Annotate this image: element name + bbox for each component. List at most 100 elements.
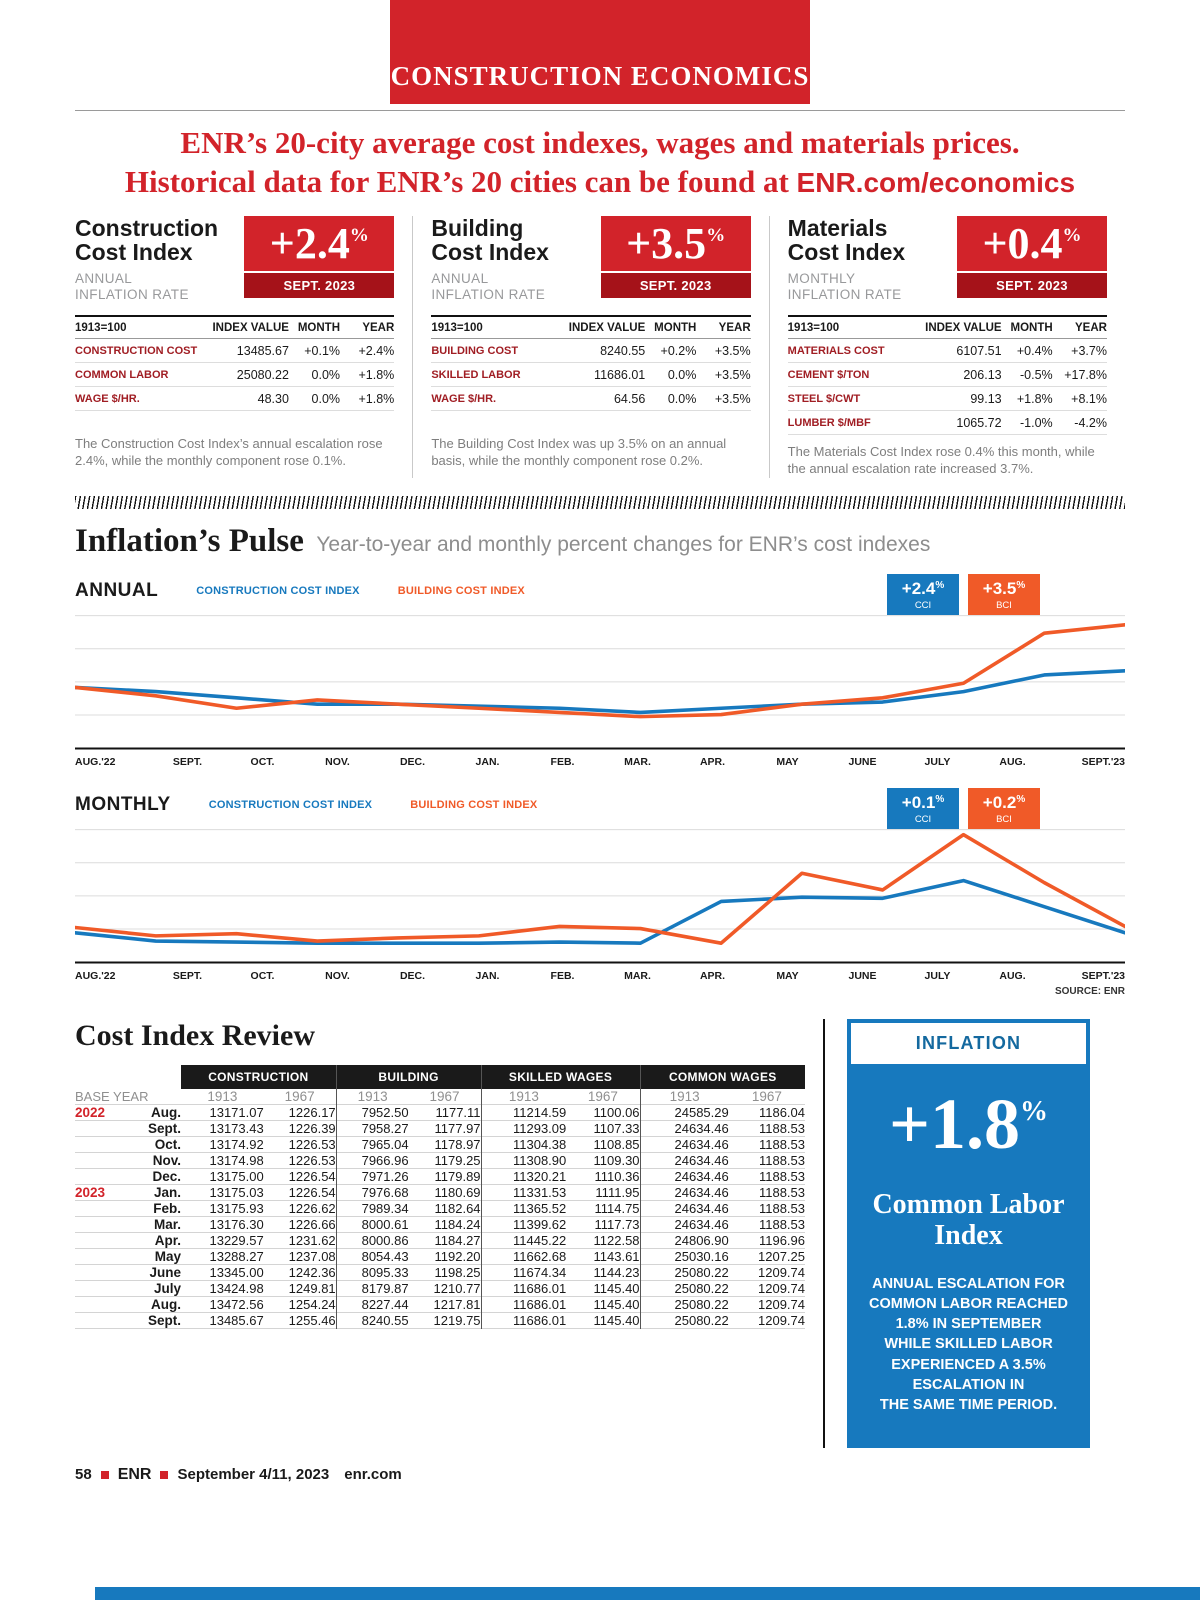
index-table-row: CEMENT $/TON 206.13 -0.5% +17.8% (787, 363, 1107, 387)
bci-line (75, 625, 1125, 717)
review-value: 11320.21 (480, 1167, 567, 1185)
review-base-year-row: BASE YEAR 1913 1967 1913 1967 1913 1967 1913 196… (75, 1088, 805, 1105)
construction-index-table: 1913=100 INDEX VALUE MONTH YEAR CONSTRUCTION… (75, 314, 395, 411)
index-row-label: STEEL $/CWT (787, 392, 861, 405)
pulse-title: Inflation’s Pulse (75, 522, 304, 559)
review-group-header: CONSTRUCTION (181, 1064, 336, 1089)
box-title: Construction Cost Index (75, 214, 219, 265)
review-value: 1145.40 (566, 1311, 641, 1329)
year-change: +2.4% (358, 343, 395, 358)
pulse-subtitle: Year-to-year and monthly percent changes… (316, 532, 931, 556)
review-value: 13174.92 (181, 1135, 264, 1153)
base-year: 1913 (335, 1088, 409, 1105)
building-index-table: 1913=100 INDEX VALUE MONTH YEAR BUILDING COS… (431, 314, 751, 411)
review-value: 13424.98 (181, 1279, 264, 1297)
date-strip: SEPT. 2023 (600, 273, 751, 299)
review-value: 13174.98 (181, 1151, 264, 1169)
inflation-sidebar: INFLATION +1.8% Common Labor Index ANNUAL… (847, 1018, 1090, 1448)
review-row: 2023 Jan. 13175.03 1226.54 7976.68 1180.69 113… (75, 1183, 805, 1201)
review-value: 1114.75 (566, 1199, 641, 1217)
review-value: 1145.40 (566, 1295, 641, 1313)
review-month: Dec. (123, 1167, 181, 1185)
x-axis-label: SEPT. (172, 969, 203, 982)
review-value: 24634.46 (639, 1199, 729, 1217)
rate-label: MONTHLY INFLATION RATE (787, 271, 902, 302)
bci-legend: BUILDING COST INDEX (397, 584, 525, 597)
review-value: 1226.17 (263, 1103, 337, 1121)
review-month: July (123, 1279, 181, 1297)
review-value: 1117.73 (566, 1215, 641, 1233)
review-value: 1180.69 (408, 1183, 482, 1201)
review-row: Apr. 13229.57 1231.62 8000.86 1184.27 11445.2… (75, 1231, 805, 1249)
review-value: 1188.53 (728, 1135, 805, 1153)
review-month: Aug. (123, 1103, 181, 1121)
bci-legend: BUILDING COST INDEX (410, 798, 538, 811)
review-value: 1177.11 (408, 1103, 482, 1121)
review-month: May (123, 1247, 181, 1265)
index-table-header-row: 1913=100 INDEX VALUE MONTH YEAR (431, 317, 751, 339)
year-change: +1.8% (358, 367, 395, 382)
year-change: +3.5% (714, 343, 751, 358)
review-year (75, 1167, 123, 1185)
percent-sign: % (1062, 224, 1082, 246)
review-value: 1188.53 (728, 1151, 805, 1169)
index-table-column-header: MONTH (297, 321, 341, 334)
index-table-column-header: YEAR (718, 321, 751, 334)
review-value: 24634.46 (639, 1135, 729, 1153)
index-value: 99.13 (970, 391, 1002, 406)
month-change: +1.8% (1016, 391, 1053, 406)
top-rule (75, 110, 1125, 111)
economics-link[interactable]: ENR.com/economics (796, 167, 1076, 199)
bci-badge: +3.5% BCI (968, 573, 1040, 615)
review-month: Feb. (123, 1199, 181, 1217)
review-row: July 13424.98 1249.81 8179.87 1210.77 11686.0… (75, 1279, 805, 1297)
month-change: +0.2% (660, 343, 697, 358)
inflation-header: INFLATION (851, 1022, 1086, 1064)
review-value: 11304.38 (480, 1135, 567, 1153)
common-labor-rate: +1.8% (888, 1083, 1049, 1164)
x-axis-label: MAR. (624, 755, 651, 768)
x-axis-label: FEB. (550, 969, 575, 982)
index-value: 8240.55 (600, 343, 646, 358)
index-table-column-header: INDEX VALUE (212, 321, 289, 334)
month-change: 0.0% (311, 391, 341, 406)
box-note: The Construction Cost Index’s annual esc… (75, 435, 383, 469)
review-year (75, 1311, 123, 1329)
review-value: 1207.25 (728, 1247, 805, 1265)
monthly-chart-badges: +0.1% CCI +0.2% BCI (887, 787, 1040, 829)
monthly-chart-label: MONTHLY (75, 793, 171, 815)
index-value: 206.13 (963, 367, 1002, 382)
site-link[interactable]: enr.com (344, 1466, 402, 1484)
review-value: 1144.23 (566, 1263, 641, 1281)
review-group-header: BUILDING (336, 1064, 481, 1089)
review-year: 2022 (75, 1103, 123, 1121)
review-value: 13472.56 (181, 1295, 264, 1313)
index-table-row: WAGE $/HR. 64.56 0.0% +3.5% (431, 387, 751, 411)
x-axis-label: JAN. (475, 969, 500, 982)
box-note: The Building Cost Index was up 3.5% on a… (431, 435, 727, 469)
review-value: 13485.67 (181, 1311, 264, 1329)
review-month: Nov. (123, 1151, 181, 1169)
review-year (75, 1215, 123, 1233)
review-value: 11686.01 (480, 1295, 567, 1313)
index-row-label: SKILLED LABOR (431, 368, 521, 381)
index-table-column-header: YEAR (362, 321, 395, 334)
x-axis-label: NOV. (325, 755, 350, 768)
index-table-column-header: 1913=100 (787, 321, 840, 334)
index-table-column-header: INDEX VALUE (925, 321, 1002, 334)
index-table-row: LUMBER $/MBF 1065.72 -1.0% -4.2% (787, 411, 1107, 435)
cci-line (75, 881, 1125, 944)
year-change: +3.7% (1071, 343, 1107, 358)
review-value: 1179.25 (408, 1151, 482, 1169)
review-value: 24585.29 (639, 1103, 729, 1121)
review-value: 1188.53 (728, 1183, 805, 1201)
review-value: 1226.39 (263, 1119, 337, 1137)
index-value: 25080.22 (236, 367, 289, 382)
monthly-line-chart (75, 818, 1125, 964)
percent-sign: % (1020, 1095, 1049, 1127)
review-value: 11686.01 (480, 1311, 567, 1329)
headline-figure: +0.4% SEPT. 2023 (956, 215, 1107, 303)
index-row-label: CONSTRUCTION COST (75, 344, 198, 357)
review-value: 1254.24 (263, 1295, 337, 1313)
